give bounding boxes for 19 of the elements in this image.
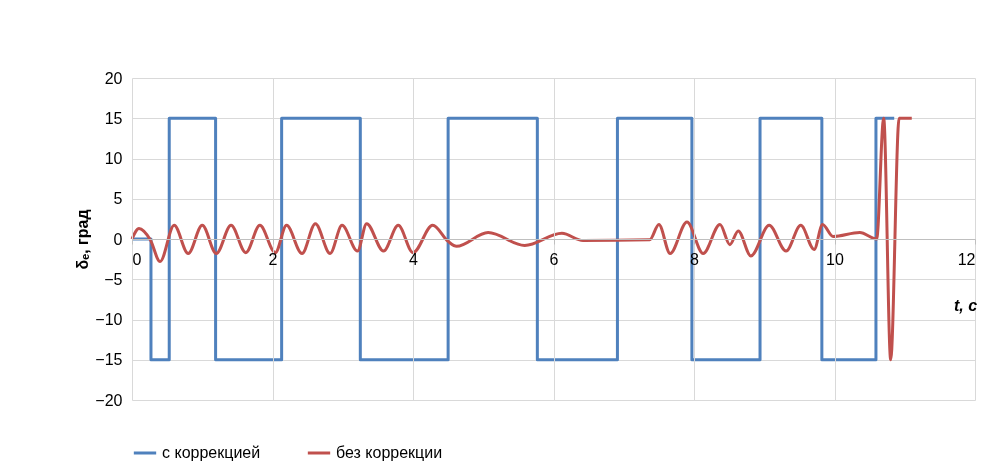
y-tick-label: 0: [113, 230, 123, 248]
y-tick-label: 10: [104, 150, 123, 167]
x-tick-label: 4: [409, 250, 419, 268]
x-tick-label: 6: [549, 250, 559, 268]
y-tick-label: −5: [104, 270, 123, 288]
legend-label: без коррекции: [336, 444, 443, 461]
y-tick-label: 5: [113, 190, 123, 208]
x-axis-title: t, с: [953, 296, 978, 314]
x-tick-label: 2: [268, 250, 278, 268]
y-tick-label: 20: [104, 69, 123, 87]
y-axis-title: δₑ, град: [74, 209, 92, 270]
y-tick-label: −10: [95, 311, 123, 328]
legend-label: с коррекцией: [162, 444, 261, 461]
x-tick-label: 10: [826, 250, 844, 268]
y-tick-label: −15: [95, 351, 123, 369]
x-tick-label: 12: [957, 250, 976, 268]
y-tick-label: −20: [95, 391, 123, 409]
x-tick-label: 0: [132, 250, 142, 268]
y-tick-label: 15: [104, 109, 123, 127]
